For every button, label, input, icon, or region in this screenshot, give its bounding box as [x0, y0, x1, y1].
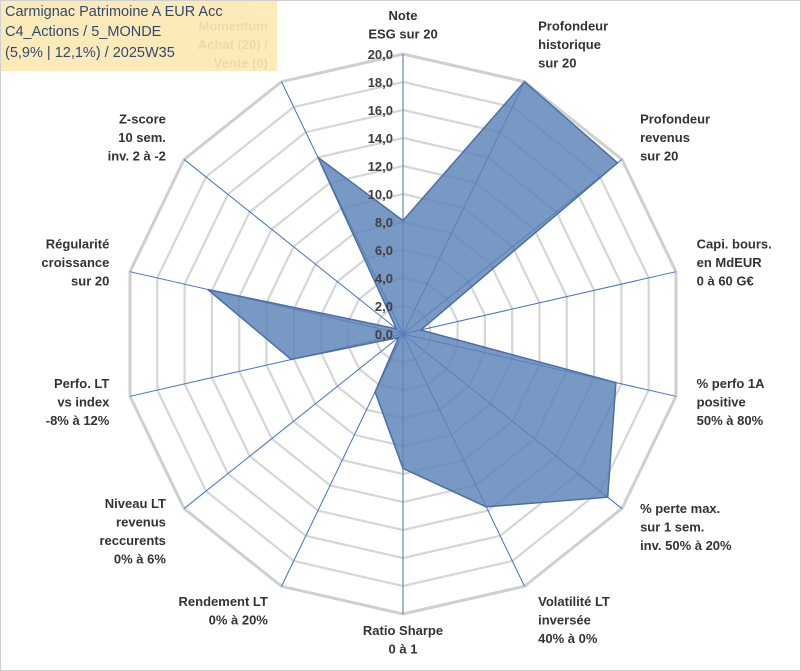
fund-category: C4_Actions / 5_MONDE: [5, 24, 162, 40]
tick-label: 4,0: [375, 271, 393, 286]
series-area: [207, 80, 619, 508]
axis-spoke: [183, 333, 404, 509]
axis-label: Ratio Sharpe 0 à 1: [363, 623, 443, 657]
tick-label: 6,0: [375, 243, 393, 258]
axis-spoke: [402, 271, 677, 335]
axis-label: Note ESG sur 20: [368, 8, 437, 42]
axis-label: Volatilité LT inversée 40% à 0%: [538, 594, 610, 646]
fund-stats: (5,9% | 12,1%) / 2025W35: [5, 45, 175, 61]
tick-label: 12,0: [368, 159, 393, 174]
axis-label: Profondeur historique sur 20: [538, 19, 608, 71]
radar-area: [207, 80, 619, 508]
tick-label: 14,0: [368, 131, 393, 146]
axis-label: Z-score 10 sem. inv. 2 à -2: [108, 111, 166, 163]
axis-label: Capi. bours. en MdEUR 0 à 60 G€: [697, 237, 772, 289]
axis-label: % perfo 1A positive 50% à 80%: [697, 376, 766, 428]
tick-label: 18,0: [368, 75, 393, 90]
tick-label: 16,0: [368, 103, 393, 118]
fund-name: Carmignac Patrimoine A EUR Acc: [5, 4, 223, 20]
tick-label: 10,0: [368, 187, 393, 202]
axis-label: Niveau LT revenus reccurents 0% à 6%: [99, 496, 166, 567]
tick-label: 20,0: [368, 47, 393, 62]
axis-spoke: [183, 159, 404, 335]
axis-label: Perfo. LT vs index -8% à 12%: [46, 376, 110, 428]
axis-label: Régularité croissance sur 20: [41, 237, 109, 289]
axis-label: Profondeur revenus sur 20: [640, 111, 710, 163]
tick-label: 2,0: [375, 299, 393, 314]
title-box: Carmignac Patrimoine A EUR Acc C4_Action…: [1, 1, 277, 71]
axis-label: Rendement LT 0% à 20%: [179, 594, 269, 628]
axis-label: % perte max. sur 1 sem. inv. 50% à 20%: [640, 501, 732, 553]
axis-labels: Note ESG sur 20 Profondeur historique sur 20…: [41, 8, 771, 657]
tick-label: 0,0: [375, 327, 393, 342]
radial-ticks: 0,0 2,0 4,0 6,0 8,0 10,0 12,0 14,0 16,0 18,0 20,0: [368, 47, 393, 342]
tick-label: 8,0: [375, 215, 393, 230]
